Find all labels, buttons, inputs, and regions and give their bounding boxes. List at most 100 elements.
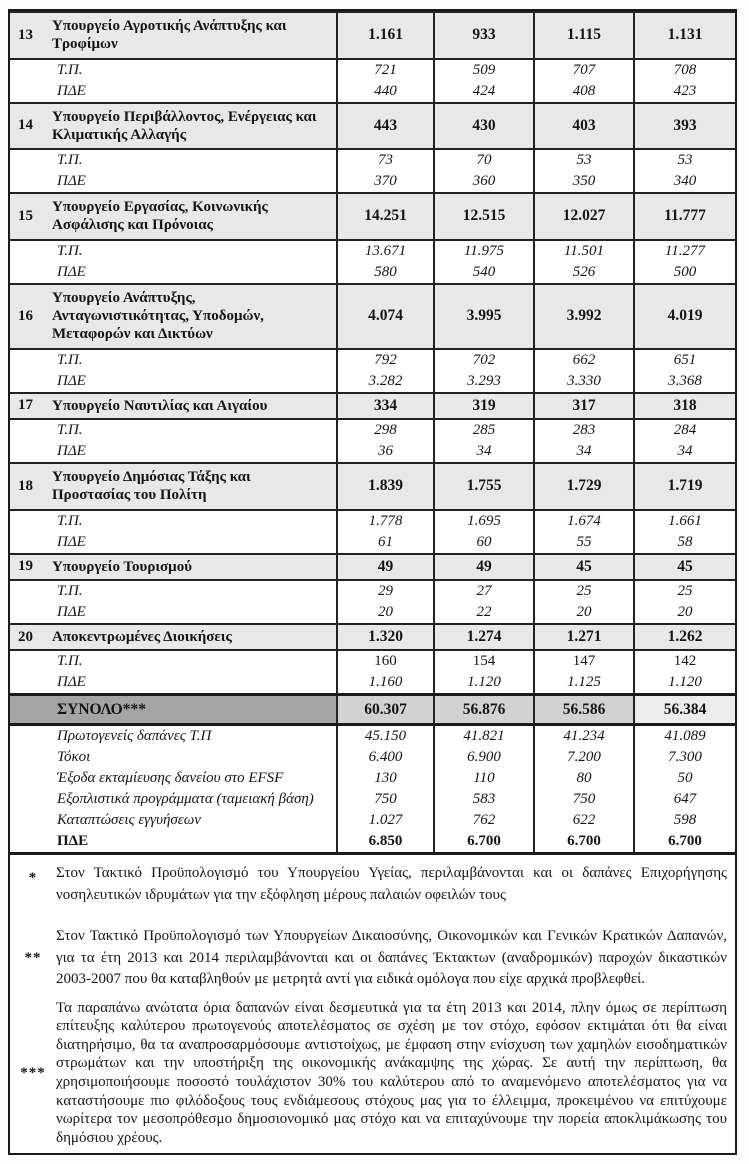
tp-value: 285 bbox=[433, 418, 534, 441]
tp-label: Τ.Π. bbox=[10, 579, 337, 602]
pde-value: 440 bbox=[336, 80, 434, 104]
table-row-summary: Έξοδα εκταμίευσης δανείου στο EFSF 130 1… bbox=[10, 768, 735, 790]
summary-label: Πρωτογενείς δαπάνες Τ.Π bbox=[57, 728, 212, 745]
tp-value: 1.695 bbox=[433, 509, 534, 532]
table-row-pde: ΠΔΕ 3.282 3.293 3.330 3.368 bbox=[10, 370, 735, 394]
total-value: 4.019 bbox=[633, 282, 735, 350]
total-value: 1.271 bbox=[533, 622, 634, 652]
pde-label: ΠΔΕ bbox=[10, 601, 337, 625]
total-value: 318 bbox=[633, 391, 735, 420]
total-value: 12.515 bbox=[433, 192, 534, 241]
pde-value: 424 bbox=[433, 80, 534, 104]
tp-value: 651 bbox=[633, 348, 735, 371]
pde-value: 1.160 bbox=[336, 672, 434, 696]
footnote-single-asterisk: * Στον Τακτικό Προϋπολογισμό του Υπουργε… bbox=[10, 863, 727, 906]
total-value: 1.262 bbox=[633, 622, 735, 652]
table-row-ministry-15: 15 Υπουργείο Εργασίας, Κοινωνικής Ασφάλισ… bbox=[10, 192, 735, 241]
tp-value: 160 bbox=[336, 650, 434, 673]
total-value: 3.992 bbox=[533, 282, 634, 350]
total-value: 1.131 bbox=[633, 11, 735, 60]
total-value: 1.320 bbox=[336, 622, 434, 652]
pde-label: ΠΔΕ bbox=[10, 370, 337, 394]
tp-value: 509 bbox=[433, 58, 534, 81]
tp-value: 707 bbox=[533, 58, 634, 81]
total-value: 3.995 bbox=[433, 282, 534, 350]
budget-table: 13 Υπουργείο Αγροτικής Ανάπτυξης και Τροφ… bbox=[10, 11, 735, 1154]
summary-value: 6.700 bbox=[533, 831, 634, 856]
pde-label: ΠΔΕ bbox=[10, 440, 337, 464]
tp-value: 53 bbox=[633, 149, 735, 172]
ministry-name: Υπουργείο Αγροτικής Ανάπτυξης και Τροφίμ… bbox=[52, 18, 287, 53]
total-value: 45 bbox=[533, 552, 634, 581]
summary-label: Εξοπλιστικά προγράμματα (ταμειακή βάση) bbox=[57, 791, 314, 808]
total-value: 317 bbox=[533, 391, 634, 420]
total-value: 403 bbox=[533, 101, 634, 151]
summary-value: 7.200 bbox=[533, 747, 634, 769]
footnotes-block: * Στον Τακτικό Προϋπολογισμό του Υπουργε… bbox=[10, 855, 735, 1153]
summary-value: 110 bbox=[433, 768, 534, 790]
summary-label: ΠΔΕ bbox=[10, 831, 337, 856]
grand-total-value: 56.876 bbox=[433, 693, 534, 727]
summary-value: 583 bbox=[433, 789, 534, 811]
tp-label: Τ.Π. bbox=[10, 58, 337, 81]
row-number: 20 bbox=[18, 628, 33, 645]
total-value: 933 bbox=[433, 11, 534, 60]
summary-value: 7.300 bbox=[633, 747, 735, 769]
tp-label: Τ.Π. bbox=[10, 348, 337, 371]
tp-value: 53 bbox=[533, 149, 634, 172]
summary-label: Καταπτώσεις εγγυήσεων bbox=[57, 812, 201, 829]
row-number: 15 bbox=[18, 207, 33, 224]
pde-value: 408 bbox=[533, 80, 634, 104]
summary-value: 6.700 bbox=[633, 831, 735, 856]
pde-value: 1.120 bbox=[433, 672, 534, 696]
table-row-pde: ΠΔΕ 36 34 34 34 bbox=[10, 440, 735, 464]
ministry-name: Υπουργείο Ναυτιλίας και Αιγαίου bbox=[52, 397, 268, 414]
tp-label: Τ.Π. bbox=[10, 509, 337, 532]
row-number: 18 bbox=[18, 477, 33, 494]
summary-value: 41.234 bbox=[533, 724, 634, 748]
table-row-summary: Καταπτώσεις εγγυήσεων 1.027 762 622 598 bbox=[10, 810, 735, 832]
tp-value: 298 bbox=[336, 418, 434, 441]
table-row-tp: Τ.Π. 73 70 53 53 bbox=[10, 149, 735, 172]
pde-value: 540 bbox=[433, 261, 534, 285]
pde-value: 20 bbox=[336, 601, 434, 625]
ministry-name: Υπουργείο Ανάπτυξης, Ανταγωνιστικότητας,… bbox=[52, 289, 264, 343]
tp-value: 708 bbox=[633, 58, 735, 81]
pde-label: ΠΔΕ bbox=[10, 171, 337, 195]
summary-value: 622 bbox=[533, 810, 634, 832]
summary-label: Τόκοι bbox=[57, 749, 91, 766]
summary-value: 6.700 bbox=[433, 831, 534, 856]
table-row-pde: ΠΔΕ 440 424 408 423 bbox=[10, 80, 735, 104]
table-row-tp: Τ.Π. 721 509 707 708 bbox=[10, 58, 735, 81]
pde-value: 3.282 bbox=[336, 370, 434, 394]
footnote-double-asterisk: ** Στον Τακτικό Προϋπολογισμό των Υπουργ… bbox=[10, 926, 728, 991]
pde-value: 22 bbox=[433, 601, 534, 625]
total-value: 393 bbox=[633, 101, 735, 151]
tp-value: 142 bbox=[633, 650, 735, 673]
pde-value: 340 bbox=[633, 171, 735, 195]
pde-label: ΠΔΕ bbox=[10, 261, 337, 285]
summary-value: 1.027 bbox=[336, 810, 434, 832]
ministry-name: Υπουργείο Δημόσιας Τάξης και Προστασίας … bbox=[52, 468, 251, 504]
tp-value: 25 bbox=[533, 579, 634, 602]
table-row-summary: Πρωτογενείς δαπάνες Τ.Π 45.150 41.821 41… bbox=[10, 724, 735, 748]
tp-value: 73 bbox=[336, 149, 434, 172]
grand-total-value: 60.307 bbox=[336, 693, 434, 727]
pde-label: ΠΔΕ bbox=[10, 672, 337, 696]
pde-value: 34 bbox=[633, 440, 735, 464]
footnote-triple-asterisk: *** Τα παραπάνω ανώτατα όρια δαπανών είν… bbox=[10, 999, 727, 1148]
tp-value: 25 bbox=[633, 579, 735, 602]
table-row-pde: ΠΔΕ 61 60 55 58 bbox=[10, 531, 735, 555]
table-row-summary-pde: ΠΔΕ 6.850 6.700 6.700 6.700 bbox=[10, 831, 735, 856]
total-value: 443 bbox=[336, 101, 434, 151]
total-value: 4.074 bbox=[336, 282, 434, 350]
tp-value: 792 bbox=[336, 348, 434, 371]
table-row-ministry-18: 18 Υπουργείο Δημόσιας Τάξης και Προστασία… bbox=[10, 461, 735, 511]
pde-value: 58 bbox=[633, 531, 735, 555]
tp-value: 27 bbox=[433, 579, 534, 602]
table-row-tp: Τ.Π. 160 154 147 142 bbox=[10, 650, 735, 673]
pde-value: 526 bbox=[533, 261, 634, 285]
table-row-ministry-19: 19 Υπουργείο Τουρισμού 49 49 45 45 bbox=[10, 552, 735, 581]
pde-value: 3.293 bbox=[433, 370, 534, 394]
pde-value: 20 bbox=[633, 601, 735, 625]
